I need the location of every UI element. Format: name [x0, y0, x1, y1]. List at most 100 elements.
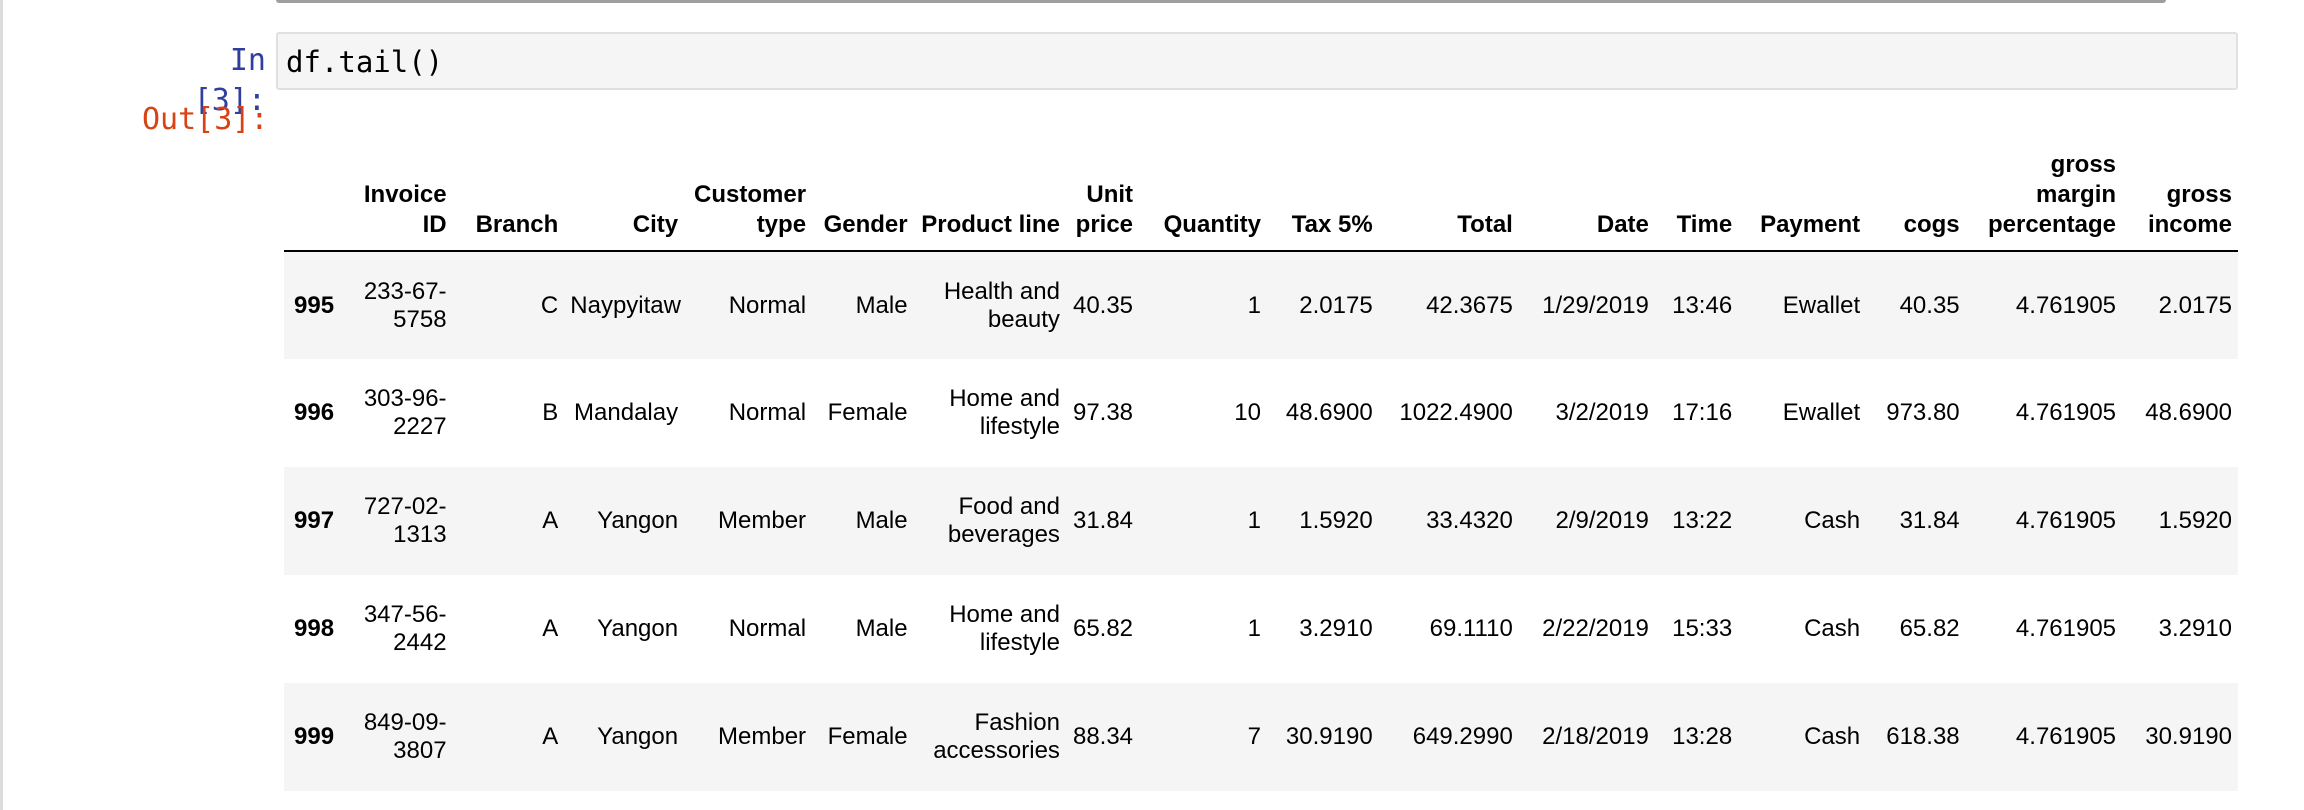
table-cell: Member — [718, 723, 807, 750]
table-cell: 649.2990 — [1412, 723, 1513, 750]
dataframe-table: Invoice ID Branch City Customer type Gender P… — [284, 132, 2238, 791]
column-header: Payment — [1738, 132, 1867, 252]
column-header: gross margin percentage — [1965, 132, 2123, 252]
table-cell: 1 — [1247, 615, 1261, 642]
column-header: Branch — [452, 132, 565, 252]
table-cell: Yangon — [597, 507, 679, 534]
table-cell: Home and lifestyle — [949, 385, 1060, 440]
table-cell: Naypyitaw — [570, 291, 681, 319]
table-cell: 42.3675 — [1426, 291, 1513, 319]
row-index: 996 — [294, 399, 335, 426]
table-cell: 13:46 — [1672, 291, 1733, 319]
table-cell: 2.0175 — [1299, 291, 1373, 319]
table-cell: 97.38 — [1072, 399, 1134, 426]
table-cell: Yangon — [597, 615, 679, 642]
table-cell: 4.761905 — [2015, 291, 2117, 319]
table-cell: 48.6900 — [2145, 399, 2232, 426]
table-cell: 4.761905 — [2015, 399, 2117, 426]
table-cell: Mandalay — [574, 399, 679, 426]
column-header: Gender — [812, 132, 914, 252]
table-cell: Member — [718, 507, 807, 534]
notebook-left-border — [0, 0, 3, 810]
table-cell: Cash — [1804, 507, 1861, 534]
table-cell: 30.9190 — [1285, 723, 1373, 750]
table-cell: 618.38 — [1886, 723, 1960, 750]
table-cell: Male — [855, 291, 908, 319]
table-cell: Normal — [728, 291, 807, 319]
code-cell[interactable]: df.tail() — [276, 32, 2238, 90]
column-header: Invoice ID — [351, 132, 453, 252]
table-cell: Food and beverages — [947, 493, 1060, 548]
table-cell: 31.84 — [1072, 507, 1134, 534]
row-index: 995 — [294, 291, 335, 319]
table-cell: C — [540, 291, 559, 319]
table-cell: 1022.4900 — [1399, 399, 1513, 426]
column-header: Time — [1654, 132, 1739, 252]
table-cell: 3/2/2019 — [1555, 399, 1649, 426]
table-cell: 33.4320 — [1426, 507, 1513, 534]
table-cell: 17:16 — [1672, 399, 1733, 426]
table-cell: 40.35 — [1899, 291, 1960, 319]
table-cell: 3.2910 — [2158, 615, 2232, 642]
table-cell: Home and lifestyle — [949, 601, 1060, 656]
table-cell: 48.6900 — [1285, 399, 1373, 426]
table-cell: Normal — [728, 399, 807, 426]
output-prompt: Out[3]: — [142, 102, 269, 137]
table-row: 998 347-56-2442 A Yangon Normal Male Home and … — [284, 575, 2238, 683]
row-index: 999 — [294, 723, 335, 750]
table-cell: 10 — [1234, 399, 1261, 426]
table-cell: 973.80 — [1886, 399, 1960, 426]
table-cell: 65.82 — [1899, 615, 1960, 642]
table-cell: 2/9/2019 — [1555, 507, 1649, 534]
table-cell: 1 — [1247, 291, 1261, 319]
table-cell: A — [542, 507, 559, 534]
table-cell: 2/18/2019 — [1542, 723, 1649, 750]
column-header: Tax 5% — [1266, 132, 1379, 252]
table-cell: Fashion accessories — [933, 709, 1060, 764]
table-cell: 849-09-3807 — [363, 709, 447, 764]
table-cell: 65.82 — [1072, 615, 1134, 642]
table-cell: 15:33 — [1672, 615, 1733, 642]
row-index: 997 — [294, 507, 335, 534]
table-cell: A — [542, 615, 559, 642]
table-cell: 303-96-2227 — [363, 385, 447, 440]
table-cell: 1/29/2019 — [1542, 291, 1649, 319]
table-body: 995 233-67-5758 C Naypyitaw Normal Male Health… — [284, 251, 2238, 791]
table-cell: 4.761905 — [2015, 507, 2117, 534]
table-row: 995 233-67-5758 C Naypyitaw Normal Male Health… — [284, 251, 2238, 359]
table-cell: 727-02-1313 — [363, 493, 447, 548]
table-cell: 233-67-5758 — [363, 277, 447, 333]
table-cell: 1.5920 — [2158, 507, 2232, 534]
code-text[interactable]: df.tail() — [286, 45, 444, 79]
column-header: Quantity — [1139, 132, 1267, 252]
input-prompt: In [3]: — [193, 43, 266, 118]
table-cell: 40.35 — [1072, 291, 1134, 319]
column-header: gross income — [2122, 132, 2238, 252]
table-cell: Cash — [1804, 723, 1861, 750]
table-cell: 1.5920 — [1299, 507, 1373, 534]
column-header: cogs — [1866, 132, 1966, 252]
table-cell: 13:22 — [1672, 507, 1733, 534]
table-cell: B — [542, 399, 559, 426]
table-cell: 7 — [1247, 723, 1261, 750]
table-cell: A — [542, 723, 559, 750]
table-row: 996 303-96-2227 B Mandalay Normal Female Home … — [284, 359, 2238, 467]
column-header: Date — [1518, 132, 1655, 252]
table-cell: 31.84 — [1899, 507, 1960, 534]
column-header: Total — [1378, 132, 1519, 252]
table-cell: 1 — [1247, 507, 1261, 534]
row-index: 998 — [294, 615, 335, 642]
table-cell: Male — [855, 615, 908, 642]
column-header: City — [564, 132, 685, 252]
table-cell: 2/22/2019 — [1542, 615, 1649, 642]
table-cell: Ewallet — [1782, 399, 1861, 426]
table-cell: 4.761905 — [2015, 723, 2117, 750]
column-header: Product line — [913, 132, 1066, 252]
table-cell: 3.2910 — [1299, 615, 1373, 642]
table-cell: Ewallet — [1782, 291, 1861, 319]
table-cell: Health and beauty — [943, 277, 1060, 333]
index-header — [284, 132, 352, 252]
table-cell: Female — [827, 723, 908, 750]
previous-cell-edge — [276, 0, 2166, 3]
table-cell: 30.9190 — [2145, 723, 2232, 750]
